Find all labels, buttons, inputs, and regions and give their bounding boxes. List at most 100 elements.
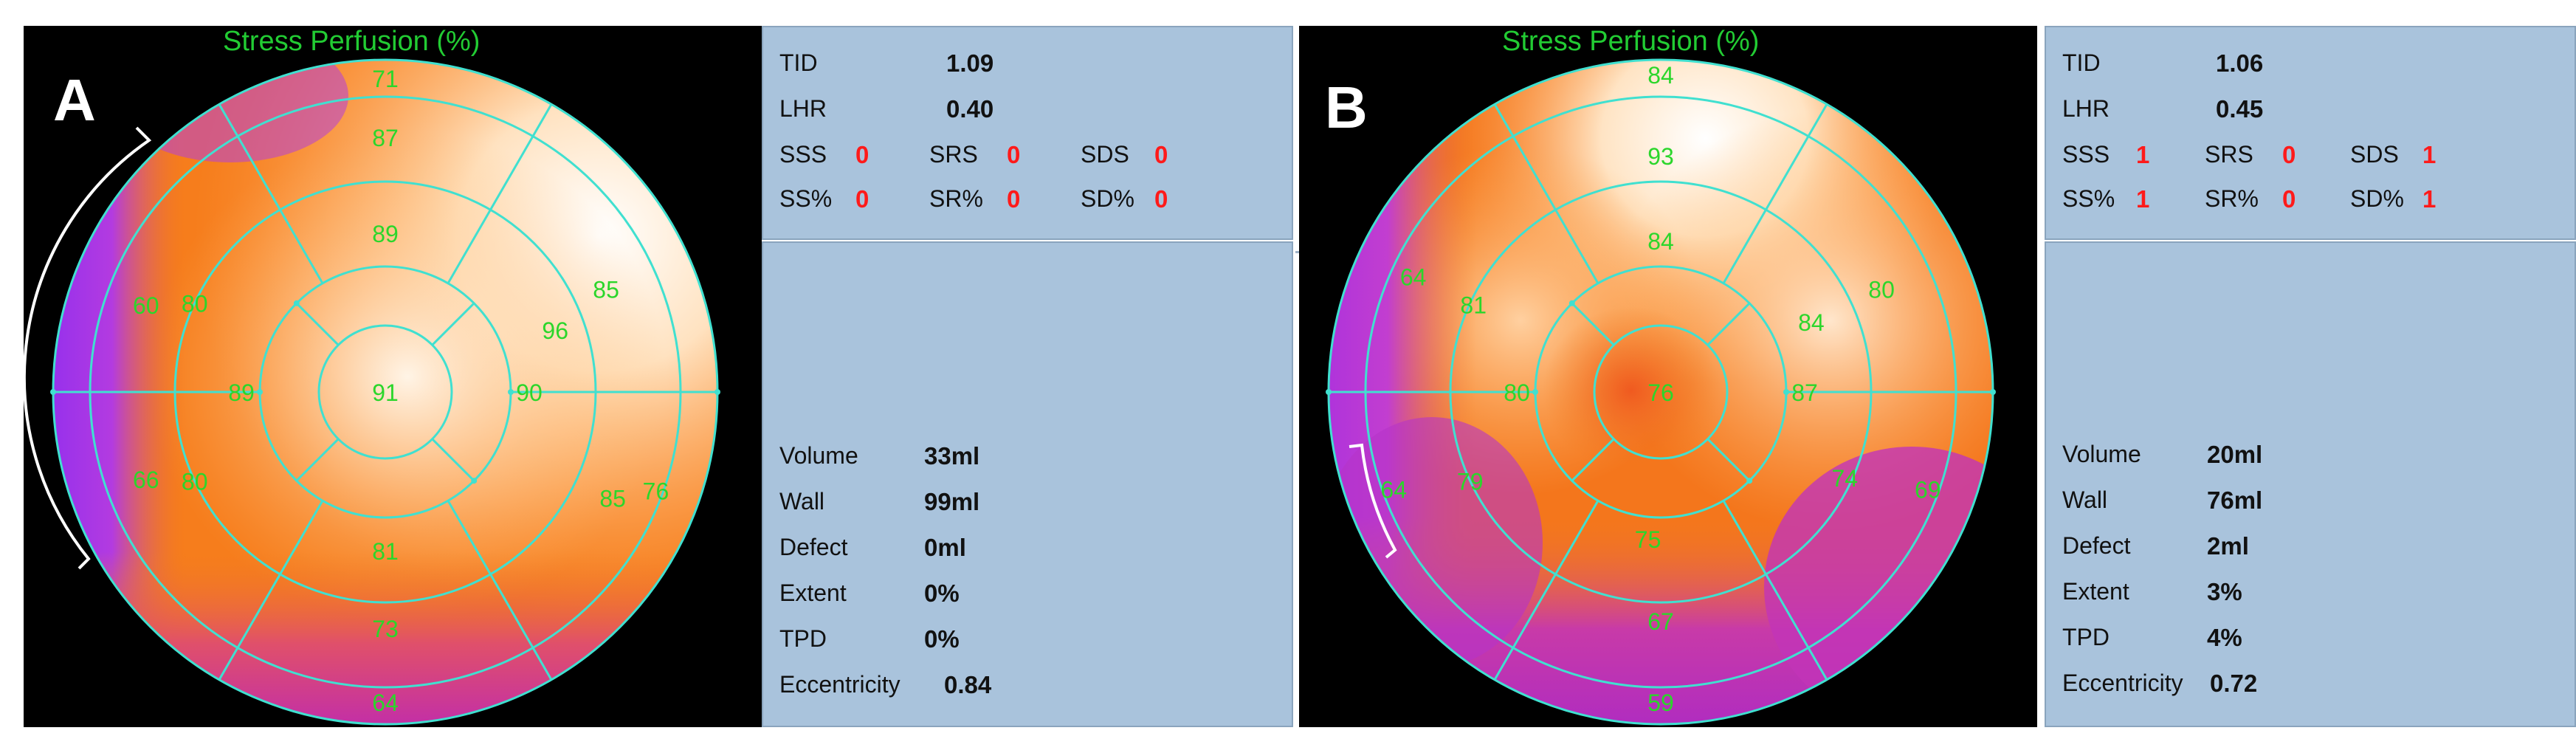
segment-value: 80: [182, 291, 208, 317]
sd-pct-value: 1: [2422, 185, 2436, 213]
segment-boundary: [279, 209, 324, 284]
ring-boundary: [1593, 324, 1729, 460]
wall-value: 76ml: [2207, 486, 2263, 514]
segment-boundary: [1707, 438, 1751, 482]
segment-value: 69: [1915, 477, 1941, 503]
segment-value: 64: [372, 690, 399, 716]
grid-node: [1326, 389, 1332, 395]
segment-boundary: [295, 438, 340, 482]
segment-boundary: [431, 438, 475, 482]
sd-pct-label: SD%: [1081, 185, 1134, 212]
sr-pct-label: SR%: [2205, 185, 2259, 212]
segment-boundary: [1765, 103, 1828, 210]
defect-label: Defect: [2062, 532, 2131, 559]
segment-value: 80: [182, 468, 208, 495]
sds-value: 1: [2422, 141, 2436, 168]
segment-boundary: [1554, 209, 1599, 284]
segment-value: 76: [1647, 379, 1674, 406]
grid-node: [1568, 300, 1575, 306]
segment-boundary: [218, 103, 281, 210]
summary-scores-a: TID 1.09 LHR 0.40 SSS 0 SRS 0 SDS 0 SS% …: [762, 26, 1293, 240]
segment-value: 85: [593, 277, 619, 303]
sr-pct-value: 0: [2282, 185, 2296, 213]
eccentricity-value: 0.84: [944, 671, 992, 698]
panel-b: 84 93 80 84 84 64 81 80 76 87 79 74 75 64 69 67 59 Stres…: [1299, 0, 2576, 753]
polar-map-b-svg: 84 93 80 84 84 64 81 80 76 87 79 74 75 64 69 67 59: [1326, 58, 1996, 726]
grid-node: [257, 389, 263, 395]
tid-value: 1.09: [946, 49, 994, 77]
segment-value: 73: [372, 616, 399, 642]
segment-value: 64: [1380, 477, 1407, 503]
sss-value: 0: [855, 141, 869, 168]
segment-value: 87: [372, 125, 399, 151]
segment-value: 64: [1400, 264, 1427, 291]
extent-value: 3%: [2207, 578, 2242, 605]
segment-boundary: [279, 500, 324, 575]
segment-value: 84: [1647, 228, 1674, 255]
segment-boundary: [1571, 438, 1615, 482]
wall-value: 99ml: [924, 488, 980, 515]
defect-value: 0ml: [924, 534, 966, 561]
sr-pct-value: 0: [1007, 185, 1021, 213]
sd-pct-value: 0: [1154, 185, 1168, 213]
segment-value: 80: [1868, 277, 1895, 303]
srs-label: SRS: [2205, 141, 2253, 168]
sds-value: 0: [1154, 141, 1168, 168]
grid-node: [471, 478, 478, 484]
srs-value: 0: [1007, 141, 1021, 168]
segment-value: 81: [372, 538, 399, 565]
panel-letter-b: B: [1325, 75, 1368, 140]
defect-value: 2ml: [2207, 532, 2249, 560]
lhr-value: 0.40: [946, 95, 994, 123]
grid-node: [1532, 389, 1538, 395]
polar-map-b: 84 93 80 84 84 64 81 80 76 87 79 74 75 64 69 67 59 Stres…: [1299, 26, 2037, 727]
volume-metrics-a: Volume 33ml Wall 99ml Defect 0ml Extent …: [762, 241, 1293, 727]
segment-value: 74: [1831, 465, 1858, 492]
segment-value: 81: [1460, 292, 1487, 319]
volume-label: Volume: [779, 442, 858, 469]
segment-boundary: [1765, 574, 1828, 681]
sr-pct-label: SR%: [929, 185, 983, 212]
polar-title-a: Stress Perfusion (%): [223, 26, 481, 57]
segment-boundary: [1722, 209, 1767, 284]
tid-label: TID: [2062, 49, 2101, 76]
stats-panel-b: TID 1.06 LHR 0.45 SSS 1 SRS 0 SDS 1 SS% …: [2045, 26, 2576, 727]
ss-pct-value: 0: [855, 185, 869, 213]
segment-value: 76: [643, 478, 669, 504]
segment-value: 91: [372, 379, 399, 406]
grid-node: [508, 389, 514, 395]
srs-value: 0: [2282, 141, 2296, 168]
sd-pct-label: SD%: [2350, 185, 2404, 212]
segment-value: 84: [1798, 309, 1825, 336]
polar-title-b: Stress Perfusion (%): [1502, 26, 1760, 57]
wall-label: Wall: [779, 488, 825, 515]
ss-pct-label: SS%: [779, 185, 833, 212]
volume-label: Volume: [2062, 441, 2141, 467]
segment-value: 66: [133, 467, 159, 493]
segment-boundary: [447, 209, 492, 284]
tpd-value: 0%: [924, 625, 960, 653]
polar-map-a-svg: 71 87 85 96 89 60 80 89 91 90 80 85 81 66 76 73 64: [24, 58, 720, 726]
eccentricity-value: 0.72: [2210, 670, 2258, 697]
lhr-label: LHR: [779, 95, 827, 122]
sss-label: SSS: [779, 141, 827, 168]
tid-value: 1.06: [2216, 49, 2264, 77]
segment-boundary: [1493, 574, 1557, 681]
volume-value: 20ml: [2207, 441, 2263, 468]
segment-value: 89: [372, 221, 399, 247]
tid-label: TID: [779, 49, 818, 76]
defect-bracket-a: [24, 126, 152, 570]
extent-label: Extent: [2062, 578, 2129, 605]
sss-value: 1: [2136, 141, 2150, 168]
grid-node: [714, 389, 720, 395]
segment-value: 93: [1647, 143, 1674, 170]
segment-value: 80: [1504, 379, 1530, 406]
grid-node: [50, 389, 56, 395]
eccentricity-label: Eccentricity: [2062, 670, 2183, 696]
eccentricity-label: Eccentricity: [779, 671, 900, 698]
segment-boundary: [1571, 302, 1615, 346]
defect-bracket-b: [1349, 443, 1397, 559]
extent-value: 0%: [924, 580, 960, 607]
panel-a: 71 87 85 96 89 60 80 89 91 90 80 85 81 66 76 73 64 Stres…: [24, 26, 1304, 727]
tpd-label: TPD: [2062, 624, 2110, 650]
